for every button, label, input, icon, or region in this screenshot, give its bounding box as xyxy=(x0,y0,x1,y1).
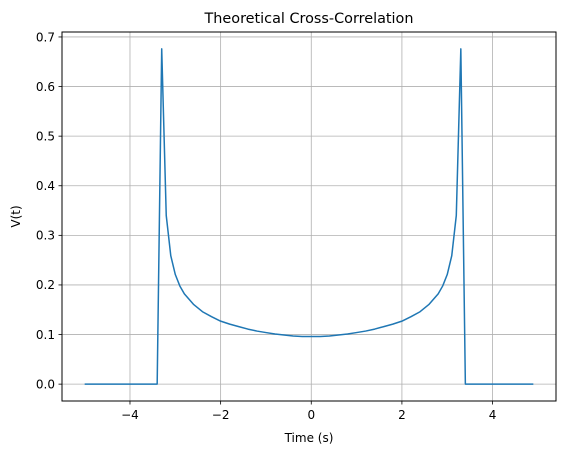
x-tick-label: 2 xyxy=(398,408,406,422)
x-axis-label: Time (s) xyxy=(284,431,334,445)
plot-frame xyxy=(61,31,557,402)
y-tick-label: 0.4 xyxy=(36,179,55,193)
y-tick-label: 0.5 xyxy=(36,129,55,143)
x-tick-label: 0 xyxy=(307,408,315,422)
series-layer xyxy=(84,48,534,385)
x-tick-label: 4 xyxy=(489,408,497,422)
chart-title: Theoretical Cross-Correlation xyxy=(204,11,414,27)
series-line xyxy=(84,48,534,385)
y-axis-ticks: 0.0 0.1 0.2 0.3 0.4 0.5 0.6 0.7 xyxy=(36,30,62,391)
y-tick-label: 0.3 xyxy=(36,229,55,243)
y-tick-label: 0.0 xyxy=(36,377,55,391)
x-axis-ticks: −4 −2 0 2 4 xyxy=(121,401,496,422)
x-tick-label: −2 xyxy=(212,408,230,422)
y-tick-label: 0.7 xyxy=(36,30,55,44)
x-tick-label: −4 xyxy=(121,408,139,422)
y-tick-label: 0.6 xyxy=(36,80,55,94)
y-tick-label: 0.2 xyxy=(36,278,55,292)
y-axis-label: V(t) xyxy=(9,205,23,227)
y-tick-label: 0.1 xyxy=(36,328,55,342)
